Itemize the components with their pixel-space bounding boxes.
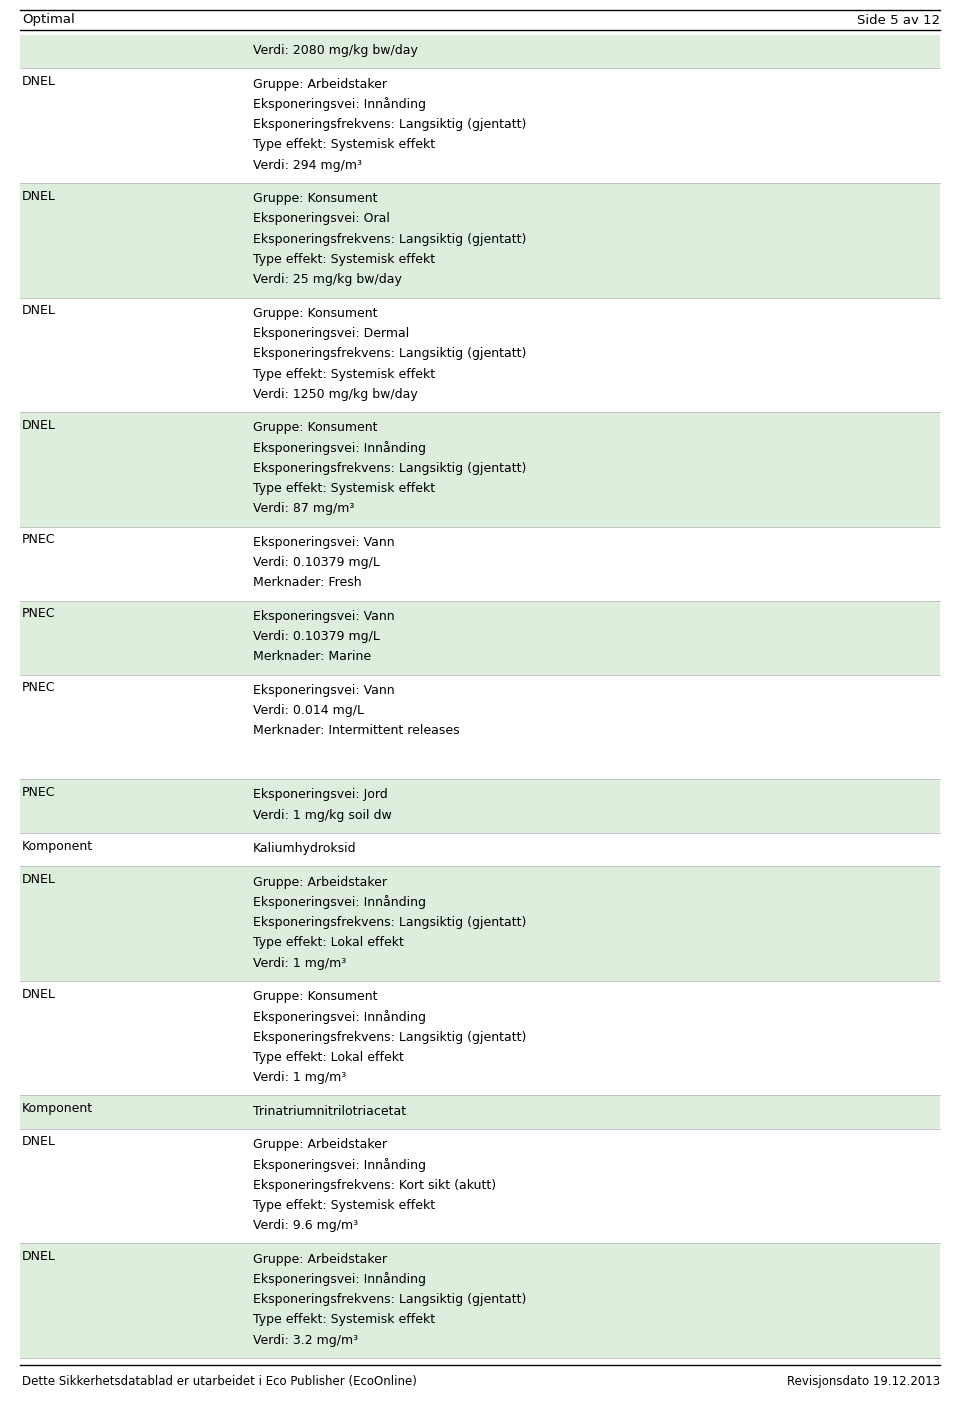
Bar	[20, 780, 940, 833]
Text: Eksponeringsvei: Innånding: Eksponeringsvei: Innånding	[253, 896, 426, 910]
Text: Type effekt: Lokal effekt: Type effekt: Lokal effekt	[253, 937, 404, 949]
Text: Eksponeringsfrekvens: Langsiktig (gjentatt): Eksponeringsfrekvens: Langsiktig (gjenta…	[253, 916, 526, 930]
Text: DNEL: DNEL	[22, 189, 56, 202]
Text: Verdi: 0.10379 mg/L: Verdi: 0.10379 mg/L	[253, 557, 380, 569]
Text: Eksponeringsvei: Innånding: Eksponeringsvei: Innånding	[253, 97, 426, 111]
Text: Gruppe: Arbeidstaker: Gruppe: Arbeidstaker	[253, 77, 387, 91]
Text: Type effekt: Lokal effekt: Type effekt: Lokal effekt	[253, 1052, 404, 1064]
Text: Eksponeringsfrekvens: Langsiktig (gjentatt): Eksponeringsfrekvens: Langsiktig (gjenta…	[253, 348, 526, 360]
Text: Eksponeringsfrekvens: Kort sikt (akutt): Eksponeringsfrekvens: Kort sikt (akutt)	[253, 1179, 496, 1192]
Text: Type effekt: Systemisk effekt: Type effekt: Systemisk effekt	[253, 367, 435, 380]
Text: Dette Sikkerhetsdatablad er utarbeidet i Eco Publisher (EcoOnline): Dette Sikkerhetsdatablad er utarbeidet i…	[22, 1375, 417, 1388]
Text: Gruppe: Arbeidstaker: Gruppe: Arbeidstaker	[253, 876, 387, 889]
Text: Verdi: 0.014 mg/L: Verdi: 0.014 mg/L	[253, 704, 364, 716]
Text: Type effekt: Systemisk effekt: Type effekt: Systemisk effekt	[253, 482, 435, 495]
Text: PNEC: PNEC	[22, 533, 56, 547]
Text: Komponent: Komponent	[22, 1102, 93, 1115]
Text: PNEC: PNEC	[22, 607, 56, 620]
Bar	[20, 1244, 940, 1359]
Text: DNEL: DNEL	[22, 419, 56, 432]
Text: Gruppe: Arbeidstaker: Gruppe: Arbeidstaker	[253, 1252, 387, 1266]
Text: Gruppe: Konsument: Gruppe: Konsument	[253, 192, 377, 205]
Text: Eksponeringsvei: Vann: Eksponeringsvei: Vann	[253, 684, 395, 697]
Text: DNEL: DNEL	[22, 1251, 56, 1263]
Text: Revisjonsdato 19.12.2013: Revisjonsdato 19.12.2013	[787, 1375, 940, 1388]
Text: DNEL: DNEL	[22, 1136, 56, 1148]
Text: DNEL: DNEL	[22, 987, 56, 1001]
Text: DNEL: DNEL	[22, 304, 56, 317]
Text: Eksponeringsfrekvens: Langsiktig (gjentatt): Eksponeringsfrekvens: Langsiktig (gjenta…	[253, 118, 526, 132]
Text: Type effekt: Systemisk effekt: Type effekt: Systemisk effekt	[253, 1314, 435, 1326]
Text: PNEC: PNEC	[22, 787, 56, 799]
Text: Kaliumhydroksid: Kaliumhydroksid	[253, 843, 356, 855]
Text: Eksponeringsvei: Innånding: Eksponeringsvei: Innånding	[253, 1009, 426, 1023]
Text: Verdi: 25 mg/kg bw/day: Verdi: 25 mg/kg bw/day	[253, 273, 402, 286]
Text: Eksponeringsfrekvens: Langsiktig (gjentatt): Eksponeringsfrekvens: Langsiktig (gjenta…	[253, 1030, 526, 1043]
Text: Trinatriumnitrilotriacetat: Trinatriumnitrilotriacetat	[253, 1105, 406, 1117]
Text: Verdi: 0.10379 mg/L: Verdi: 0.10379 mg/L	[253, 629, 380, 644]
Text: Verdi: 3.2 mg/m³: Verdi: 3.2 mg/m³	[253, 1333, 358, 1347]
Text: Optimal: Optimal	[22, 14, 75, 27]
Text: PNEC: PNEC	[22, 681, 56, 694]
Text: Eksponeringsvei: Vann: Eksponeringsvei: Vann	[253, 536, 395, 548]
Bar	[20, 600, 940, 674]
Text: Eksponeringsvei: Jord: Eksponeringsvei: Jord	[253, 788, 388, 802]
Text: Verdi: 1 mg/m³: Verdi: 1 mg/m³	[253, 1071, 347, 1084]
Bar	[20, 412, 940, 527]
Text: Eksponeringsfrekvens: Langsiktig (gjentatt): Eksponeringsfrekvens: Langsiktig (gjenta…	[253, 1293, 526, 1307]
Text: Gruppe: Arbeidstaker: Gruppe: Arbeidstaker	[253, 1138, 387, 1151]
Text: Gruppe: Konsument: Gruppe: Konsument	[253, 307, 377, 320]
Text: Verdi: 1250 mg/kg bw/day: Verdi: 1250 mg/kg bw/day	[253, 388, 418, 401]
Bar	[20, 1095, 940, 1129]
Text: Type effekt: Systemisk effekt: Type effekt: Systemisk effekt	[253, 139, 435, 151]
Text: Side 5 av 12: Side 5 av 12	[857, 14, 940, 27]
Text: Verdi: 294 mg/m³: Verdi: 294 mg/m³	[253, 158, 362, 171]
Text: Verdi: 2080 mg/kg bw/day: Verdi: 2080 mg/kg bw/day	[253, 45, 418, 57]
Text: Eksponeringsvei: Innånding: Eksponeringsvei: Innånding	[253, 1158, 426, 1172]
Text: Verdi: 1 mg/m³: Verdi: 1 mg/m³	[253, 956, 347, 970]
Text: Verdi: 87 mg/m³: Verdi: 87 mg/m³	[253, 502, 354, 516]
Text: Type effekt: Systemisk effekt: Type effekt: Systemisk effekt	[253, 1199, 435, 1211]
Text: Verdi: 1 mg/kg soil dw: Verdi: 1 mg/kg soil dw	[253, 809, 392, 822]
Bar	[20, 35, 940, 69]
Bar	[20, 184, 940, 297]
Text: Type effekt: Systemisk effekt: Type effekt: Systemisk effekt	[253, 252, 435, 266]
Text: Gruppe: Konsument: Gruppe: Konsument	[253, 990, 377, 1004]
Text: Eksponeringsfrekvens: Langsiktig (gjentatt): Eksponeringsfrekvens: Langsiktig (gjenta…	[253, 461, 526, 475]
Text: DNEL: DNEL	[22, 76, 56, 88]
Text: Eksponeringsvei: Innånding: Eksponeringsvei: Innånding	[253, 442, 426, 456]
Text: Eksponeringsvei: Vann: Eksponeringsvei: Vann	[253, 610, 395, 622]
Text: Eksponeringsvei: Oral: Eksponeringsvei: Oral	[253, 213, 390, 226]
Text: Merknader: Marine: Merknader: Marine	[253, 651, 372, 663]
Text: Verdi: 9.6 mg/m³: Verdi: 9.6 mg/m³	[253, 1220, 358, 1232]
Text: Eksponeringsvei: Innånding: Eksponeringsvei: Innånding	[253, 1273, 426, 1287]
Text: DNEL: DNEL	[22, 873, 56, 886]
Text: Eksponeringsfrekvens: Langsiktig (gjentatt): Eksponeringsfrekvens: Langsiktig (gjenta…	[253, 233, 526, 245]
Text: Komponent: Komponent	[22, 840, 93, 852]
Text: Merknader: Intermittent releases: Merknader: Intermittent releases	[253, 725, 460, 737]
Text: Gruppe: Konsument: Gruppe: Konsument	[253, 421, 377, 435]
Text: Merknader: Fresh: Merknader: Fresh	[253, 576, 362, 589]
Bar	[20, 866, 940, 981]
Text: Eksponeringsvei: Dermal: Eksponeringsvei: Dermal	[253, 327, 409, 341]
